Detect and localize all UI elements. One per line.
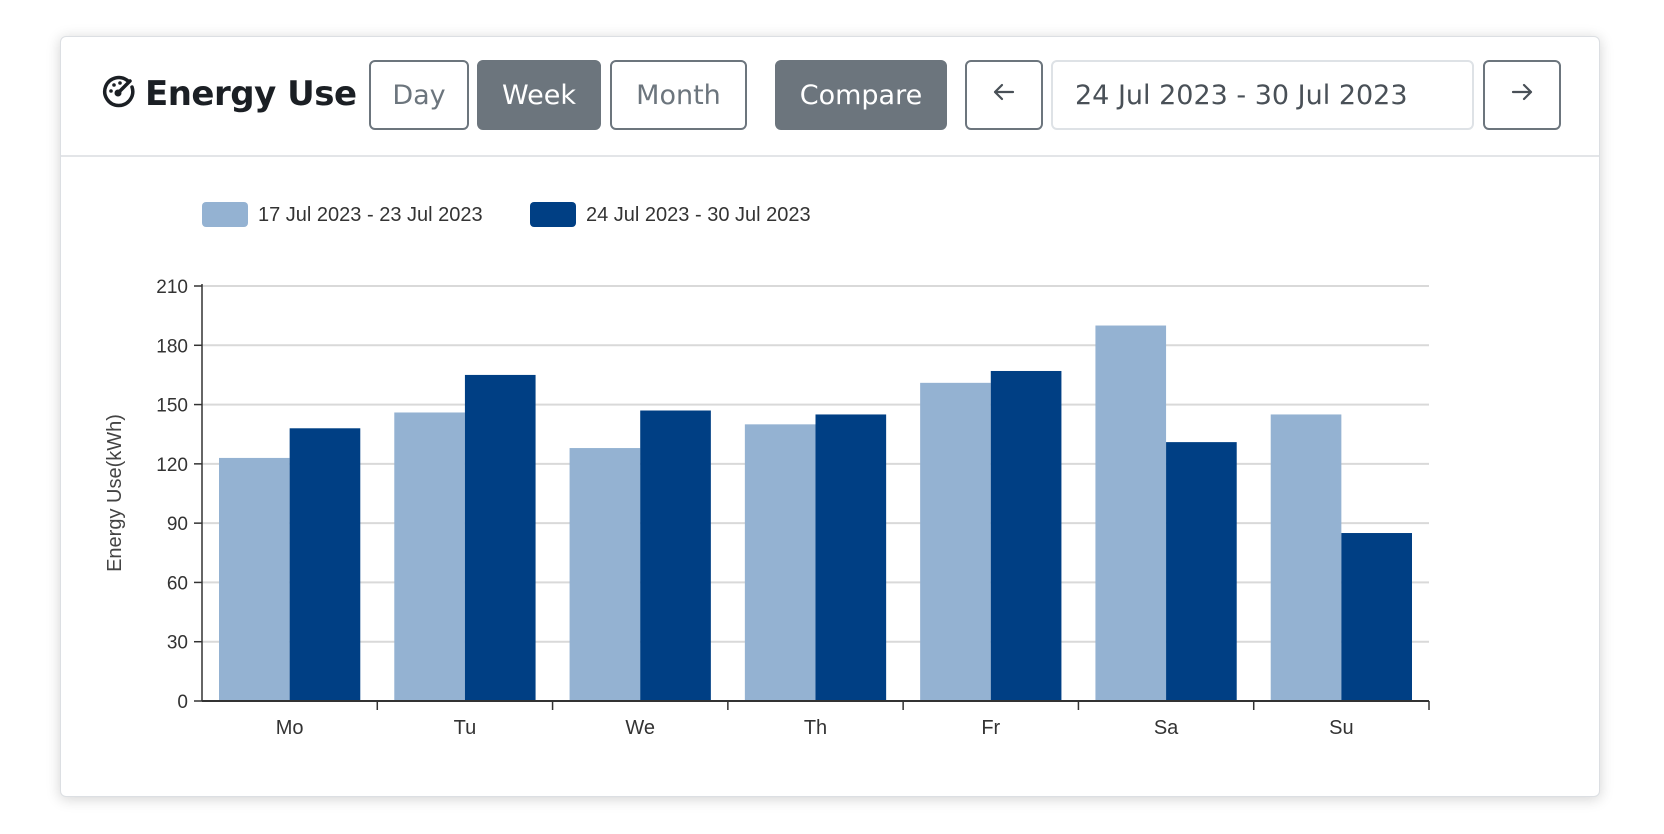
y-tick-label: 0 <box>177 692 188 713</box>
legend-label: 24 Jul 2023 - 30 Jul 2023 <box>586 204 811 226</box>
x-tick-label: Mo <box>276 717 304 739</box>
y-tick-label: 90 <box>167 514 188 535</box>
y-tick-label: 60 <box>167 573 188 594</box>
bar-tu-series-1 <box>394 412 465 701</box>
x-tick-label: Sa <box>1154 717 1179 739</box>
bar-we-series-2 <box>640 410 711 701</box>
legend-swatch <box>530 202 576 227</box>
card-title: Energy Use <box>101 73 357 114</box>
y-axis-label: Energy Use(kWh) <box>104 414 126 572</box>
bar-mo-series-1 <box>219 457 290 701</box>
x-tick-label: Th <box>804 717 827 739</box>
bar-we-series-1 <box>569 448 641 701</box>
bar-sa-series-2 <box>1166 442 1237 701</box>
y-tick-label: 180 <box>156 336 188 357</box>
y-tick-label: 30 <box>167 633 188 654</box>
bar-th-series-2 <box>815 414 887 701</box>
x-tick-label: Tu <box>454 717 477 739</box>
bar-tu-series-2 <box>464 374 536 701</box>
x-tick-label: Su <box>1329 717 1353 739</box>
bar-mo-series-2 <box>289 428 361 701</box>
y-tick-label: 120 <box>156 455 188 476</box>
compare-button[interactable]: Compare <box>775 60 947 130</box>
legend-swatch <box>202 202 248 227</box>
bar-fr-series-1 <box>920 382 991 701</box>
month-button[interactable]: Month <box>610 60 747 130</box>
title-text: Energy Use <box>145 73 357 114</box>
bar-su-series-2 <box>1341 533 1412 701</box>
card-header: Energy Use Day Week Month Compare 24 Jul… <box>61 37 1599 157</box>
bar-th-series-1 <box>744 424 816 701</box>
previous-button[interactable] <box>965 60 1043 130</box>
bar-fr-series-2 <box>990 370 1062 701</box>
y-tick-label: 210 <box>156 277 188 298</box>
week-button[interactable]: Week <box>477 60 601 130</box>
arrow-right-icon <box>1509 79 1535 112</box>
y-tick-label: 150 <box>156 396 188 417</box>
legend-label: 17 Jul 2023 - 23 Jul 2023 <box>258 204 483 226</box>
gauge-icon <box>101 73 137 114</box>
date-range-field[interactable]: 24 Jul 2023 - 30 Jul 2023 <box>1051 60 1474 130</box>
day-button[interactable]: Day <box>369 60 469 130</box>
arrow-left-icon <box>991 79 1017 112</box>
bar-sa-series-1 <box>1095 325 1167 701</box>
x-tick-label: Fr <box>981 717 1000 739</box>
next-button[interactable] <box>1483 60 1561 130</box>
x-tick-label: We <box>625 717 655 739</box>
bar-su-series-1 <box>1270 414 1342 701</box>
